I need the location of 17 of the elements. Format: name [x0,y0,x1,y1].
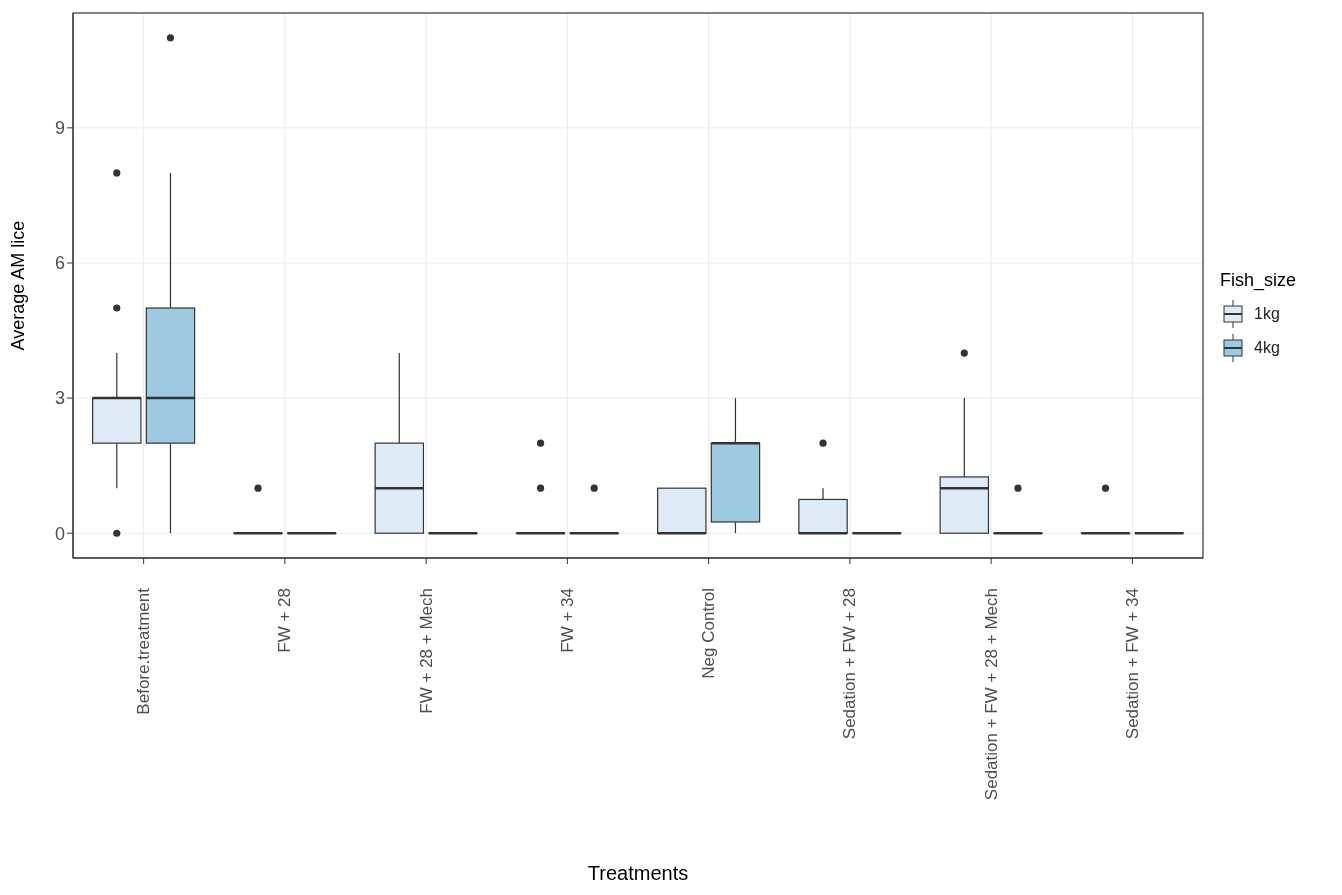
y-tick-label: 6 [54,253,65,274]
y-tick-label: 0 [54,523,65,544]
legend-label: 4kg [1254,339,1280,357]
y-tick-label: 3 [54,388,65,409]
y-axis-title: Average AM lice [8,220,29,351]
y-tick-label: 9 [54,118,65,139]
legend-title: Fish_size [1220,270,1297,291]
x-tick-label: Neg Control [699,588,719,679]
legend-label: 1kg [1254,305,1280,323]
x-tick-label: Sedation + FW + 28 + Mech [981,588,1001,801]
x-tick-label: FW + 28 [275,588,295,653]
x-tick-label: Before.treatment [134,587,154,715]
x-tick-label: Sedation + FW + 28 [840,588,860,740]
x-tick-label: FW + 28 + Mech [416,588,436,714]
x-axis-title: Treatments [587,862,689,884]
x-tick-label: FW + 34 [557,588,577,653]
x-tick-label: Sedation + FW + 34 [1122,588,1142,740]
